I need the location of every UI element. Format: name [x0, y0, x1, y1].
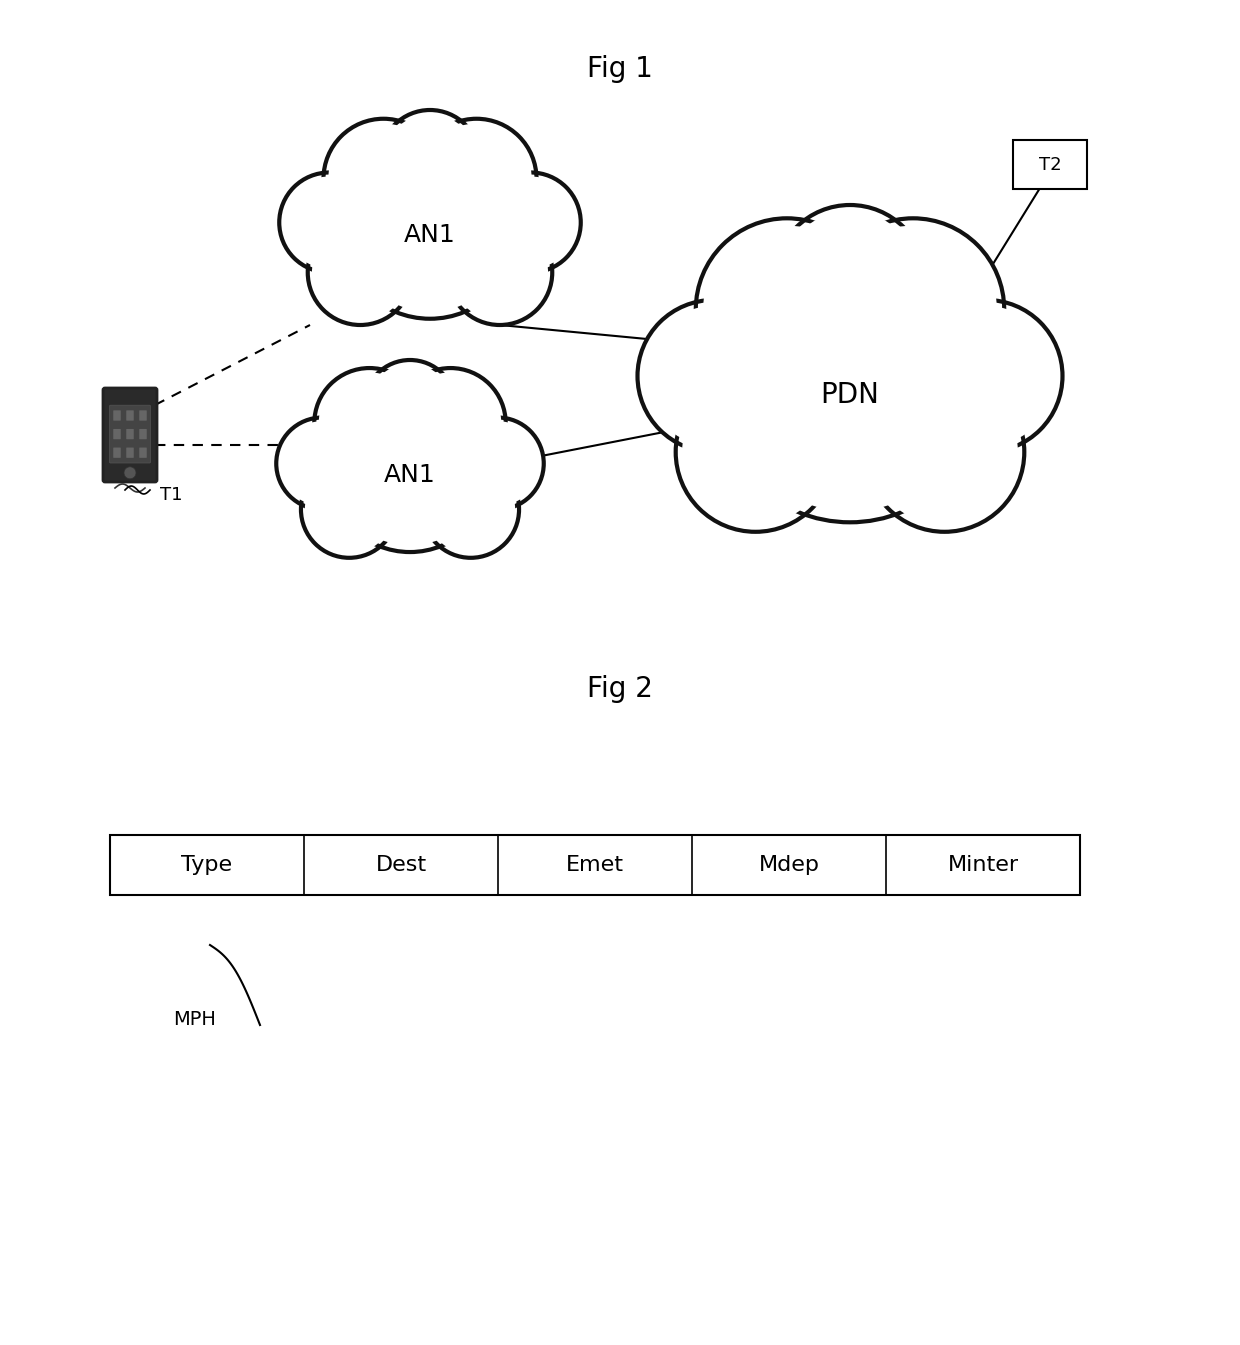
FancyBboxPatch shape	[113, 410, 120, 421]
Circle shape	[451, 225, 548, 321]
Circle shape	[724, 260, 976, 511]
Circle shape	[368, 363, 453, 448]
FancyBboxPatch shape	[113, 429, 120, 440]
Circle shape	[327, 386, 492, 551]
FancyBboxPatch shape	[109, 405, 150, 463]
FancyBboxPatch shape	[126, 429, 134, 440]
Circle shape	[830, 226, 997, 393]
Text: PDN: PDN	[821, 381, 879, 409]
Circle shape	[713, 249, 987, 522]
Circle shape	[365, 360, 456, 452]
Circle shape	[329, 124, 439, 234]
Circle shape	[124, 467, 136, 479]
Circle shape	[644, 307, 784, 447]
FancyBboxPatch shape	[139, 448, 146, 457]
FancyBboxPatch shape	[139, 410, 146, 421]
Circle shape	[427, 465, 515, 554]
Circle shape	[334, 393, 486, 546]
Text: T2: T2	[1039, 156, 1061, 174]
Circle shape	[384, 114, 476, 206]
Circle shape	[340, 139, 520, 319]
Circle shape	[324, 118, 444, 239]
Circle shape	[910, 300, 1063, 452]
Circle shape	[417, 118, 537, 239]
Circle shape	[676, 373, 836, 531]
Circle shape	[637, 300, 790, 452]
Text: Fig 1: Fig 1	[587, 55, 653, 83]
Circle shape	[396, 369, 506, 479]
Text: Fig 2: Fig 2	[587, 675, 653, 703]
Circle shape	[319, 373, 420, 473]
Circle shape	[279, 172, 379, 273]
Circle shape	[448, 221, 552, 325]
FancyBboxPatch shape	[126, 448, 134, 457]
Circle shape	[314, 369, 424, 479]
Circle shape	[774, 204, 926, 356]
Circle shape	[283, 176, 376, 269]
Text: Minter: Minter	[947, 855, 1018, 876]
FancyBboxPatch shape	[113, 448, 120, 457]
FancyBboxPatch shape	[1013, 140, 1087, 190]
Circle shape	[308, 221, 413, 325]
Text: Type: Type	[181, 855, 233, 876]
Text: AN1: AN1	[404, 223, 456, 247]
Circle shape	[481, 172, 580, 273]
FancyBboxPatch shape	[139, 429, 146, 440]
Circle shape	[916, 307, 1056, 447]
Text: MPH: MPH	[174, 1010, 217, 1029]
Text: T1: T1	[160, 486, 182, 504]
Circle shape	[696, 218, 878, 401]
Circle shape	[455, 421, 541, 506]
Text: Mdep: Mdep	[759, 855, 820, 876]
Circle shape	[280, 421, 365, 506]
Bar	[110, 835, 1080, 894]
Circle shape	[399, 373, 501, 473]
Text: Emet: Emet	[565, 855, 624, 876]
FancyBboxPatch shape	[126, 410, 134, 421]
Circle shape	[870, 378, 1018, 526]
FancyBboxPatch shape	[103, 387, 157, 482]
Circle shape	[822, 218, 1004, 401]
Circle shape	[682, 378, 828, 526]
Circle shape	[277, 417, 368, 510]
Circle shape	[703, 226, 870, 393]
Circle shape	[864, 373, 1024, 531]
Text: Dest: Dest	[376, 855, 427, 876]
Circle shape	[312, 225, 408, 321]
Text: AN1: AN1	[384, 463, 436, 487]
Circle shape	[422, 124, 532, 234]
Circle shape	[485, 176, 577, 269]
Circle shape	[379, 110, 480, 210]
Circle shape	[347, 147, 513, 312]
Circle shape	[301, 461, 398, 558]
Circle shape	[305, 465, 393, 554]
Circle shape	[423, 461, 520, 558]
Circle shape	[451, 417, 544, 510]
Circle shape	[780, 211, 920, 351]
